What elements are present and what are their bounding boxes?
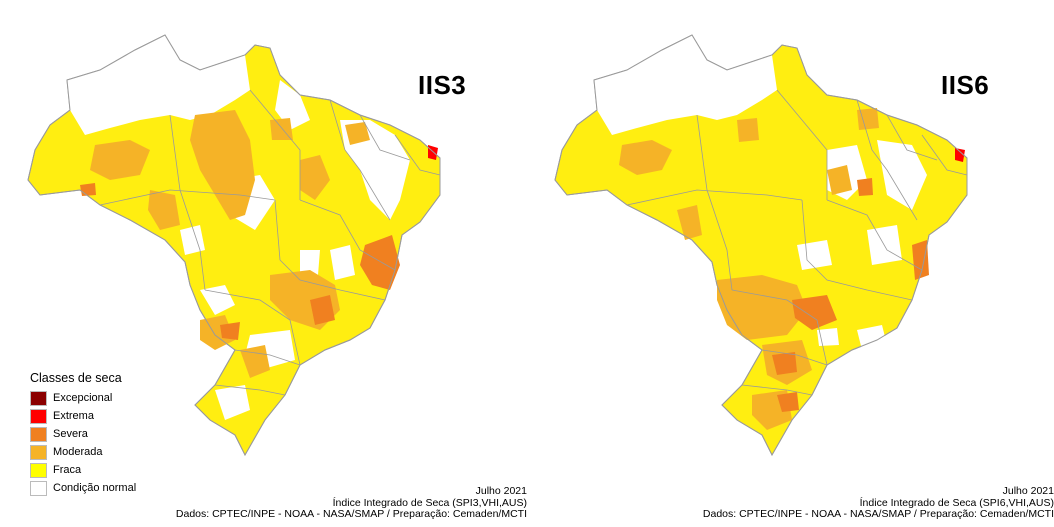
legend-label: Condição normal (53, 482, 137, 494)
caption-sources: Dados: CPTEC/INPE - NOAA - NASA/SMAP / P… (175, 508, 527, 520)
legend-item-extrema: Extrema (30, 407, 136, 425)
caption-date: Julho 2021 (1002, 485, 1054, 497)
legend-swatch (30, 408, 47, 424)
moderate-drought-areas (619, 108, 879, 430)
legend-title: Classes de seca (30, 371, 122, 385)
map-caption: Julho 2021 Índice Integrado de Seca (SPI… (702, 485, 1054, 521)
map-panel-iis3: IIS3 Classes de seca Excepcional Extrema… (27, 34, 527, 521)
extreme-drought-areas (955, 148, 965, 162)
legend-label: Extrema (53, 410, 94, 422)
map-panel-iis6: IIS6 Julho 2021 Índice Integrado de Seca… (527, 0, 1054, 527)
caption-index: Índice Integrado de Seca (SPI3,VHI,AUS) (332, 496, 527, 509)
drought-map-iis3 (27, 34, 441, 457)
legend-swatch (30, 480, 47, 496)
legend-item-normal: Condição normal (30, 479, 136, 497)
brazil-border (27, 34, 441, 457)
state-borders (626, 89, 968, 396)
legend-label: Severa (53, 428, 88, 440)
state-borders (99, 89, 441, 396)
legend: Classes de seca Excepcional Extrema Seve… (30, 371, 136, 497)
drought-map-iis6 (554, 34, 968, 457)
legend-label: Fraca (53, 464, 82, 476)
caption-sources: Dados: CPTEC/INPE - NOAA - NASA/SMAP / P… (702, 508, 1054, 520)
legend-item-severa: Severa (30, 425, 136, 443)
legend-item-moderada: Moderada (30, 443, 136, 461)
map-title: IIS3 (418, 70, 467, 100)
legend-swatch (30, 462, 47, 478)
map-caption: Julho 2021 Índice Integrado de Seca (SPI… (175, 485, 527, 521)
legend-label: Excepcional (53, 392, 113, 404)
extreme-drought-areas (428, 145, 438, 160)
legend-item-excepcional: Excepcional (30, 389, 136, 407)
legend-item-fraca: Fraca (30, 461, 136, 479)
legend-swatch (30, 444, 47, 460)
caption-index: Índice Integrado de Seca (SPI6,VHI,AUS) (859, 496, 1054, 509)
normal-condition-areas (67, 35, 410, 420)
brazil-border (554, 34, 968, 457)
legend-swatch (30, 390, 47, 406)
caption-date: Julho 2021 (475, 485, 527, 497)
legend-label: Moderada (53, 446, 103, 458)
map-title: IIS6 (941, 70, 990, 100)
legend-swatch (30, 426, 47, 442)
severe-drought-areas (772, 178, 929, 412)
